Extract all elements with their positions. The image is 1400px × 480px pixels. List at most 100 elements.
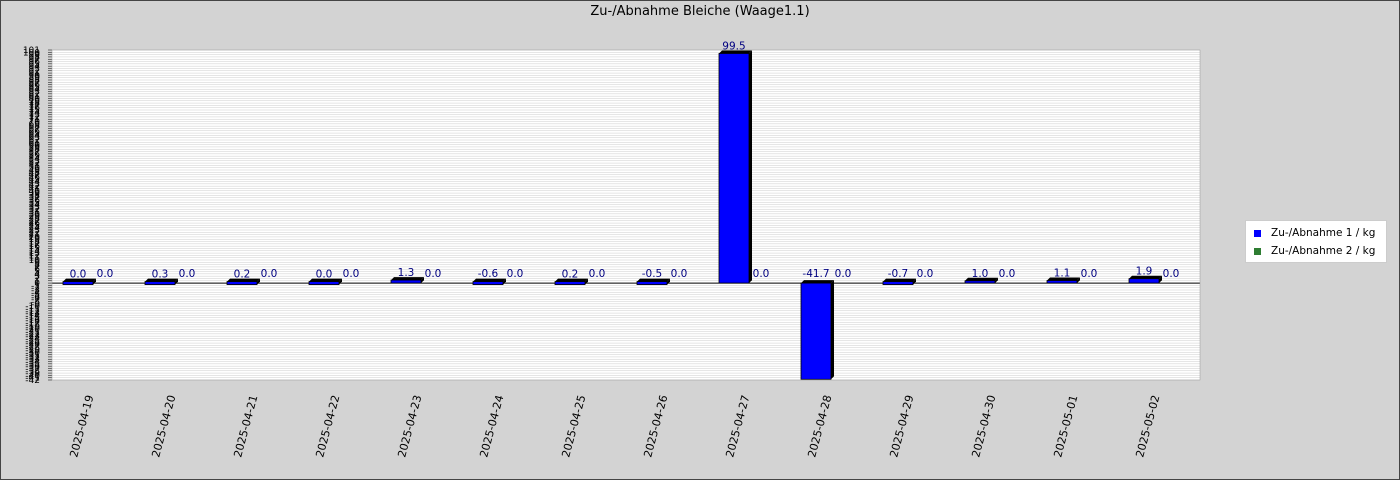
y-tick-label: 13: [29, 249, 40, 259]
y-tick-label: 33: [29, 203, 40, 213]
bar-value-label-series-2: 0.0: [589, 268, 606, 280]
x-tick-label: 2025-04-23: [395, 394, 424, 459]
y-tick-label: 58: [29, 145, 41, 155]
y-tick-label: 78: [29, 99, 41, 109]
x-tick-label: 2025-04-27: [723, 394, 752, 459]
y-tick-label: 24: [29, 224, 41, 234]
bar-value-label-series-2: 0.0: [425, 268, 442, 280]
y-tick-label: 81: [29, 92, 40, 102]
bar-top: [391, 277, 424, 281]
bar-value-label: -0.6: [478, 268, 499, 280]
bar-top: [1047, 277, 1080, 281]
plot-border: [51, 49, 1201, 381]
y-tick-label: -5: [31, 291, 40, 301]
bar-value-label-series-2: 0.0: [1163, 268, 1180, 280]
bar-value-label: -41.7: [802, 268, 829, 280]
y-tick-label: 10: [29, 256, 41, 266]
bar-top: [883, 278, 916, 282]
y-tick-label: 31: [29, 208, 40, 218]
bar-value-label: 0.0: [316, 269, 333, 281]
bar-side: [1159, 275, 1162, 284]
y-tick-label: -13: [25, 309, 40, 319]
bar-value-label: 0.3: [152, 269, 169, 281]
y-tick-label: -29: [25, 346, 40, 356]
y-tick-label: 40: [29, 187, 41, 197]
y-tick-label: -31: [25, 351, 40, 361]
y-tick-label: 32: [29, 205, 40, 215]
y-tick-label: -7: [31, 295, 40, 305]
bar-side: [175, 278, 178, 285]
y-tick-label: 61: [29, 138, 40, 148]
y-tick-label: -4: [31, 288, 40, 298]
y-tick-label: 19: [29, 235, 41, 245]
bar: [554, 281, 586, 285]
y-tick-label: 39: [29, 189, 41, 199]
bar-top: [801, 280, 834, 284]
legend: Zu-/Abnahme 1 / kg Zu-/Abnahme 2 / kg: [1245, 220, 1387, 263]
y-tick-label: 52: [29, 159, 40, 169]
y-tick-label: 57: [29, 148, 40, 158]
y-tick-label: -37: [25, 364, 40, 374]
y-tick-label: 84: [29, 85, 41, 95]
y-tick-label: 71: [29, 115, 40, 125]
y-tick-label: -6: [31, 293, 40, 303]
bar-value-label-series-2: 0.0: [917, 268, 934, 280]
y-tick-label: 17: [29, 240, 40, 250]
bar: [62, 281, 94, 285]
y-tick-label: 97: [29, 55, 40, 65]
bar: [144, 281, 176, 285]
legend-swatch-series-2: [1254, 247, 1261, 255]
y-tick-label: -42: [25, 376, 40, 386]
y-tick-label: -3: [31, 286, 40, 296]
y-tick-label: 76: [29, 104, 41, 114]
bar-top: [63, 278, 96, 282]
y-tick-label: -12: [25, 307, 40, 317]
y-tick-label: -23: [25, 332, 40, 342]
bar-value-label-series-2: 0.0: [671, 268, 688, 280]
bar-top: [555, 278, 588, 282]
y-tick-label: 11: [29, 254, 40, 264]
legend-label-series-2: Zu-/Abnahme 2 / kg: [1271, 245, 1376, 257]
y-tick-label: 0: [34, 279, 40, 289]
y-tick-label: 34: [29, 201, 41, 211]
y-tick-label: -15: [25, 314, 40, 324]
y-tick-label: 30: [29, 210, 41, 220]
bar-value-label-series-2: 0.0: [507, 268, 524, 280]
y-tick-label: 37: [29, 194, 40, 204]
x-tick-label: 2025-05-01: [1051, 394, 1080, 459]
y-tick-label: 101: [23, 46, 40, 56]
y-tick-label: -2: [31, 284, 40, 294]
bar-value-label-series-2: 0.0: [343, 268, 360, 280]
y-tick-label: 35: [29, 198, 40, 208]
y-tick-label: 74: [29, 108, 41, 118]
y-tick-label: -40: [25, 371, 40, 381]
y-tick-label: 51: [29, 161, 40, 171]
y-tick-label: 48: [29, 168, 41, 178]
bar-value-label-series-2: 0.0: [835, 268, 852, 280]
bar-side: [503, 278, 506, 285]
y-tick-label: 20: [29, 233, 41, 243]
y-tick-label: 64: [29, 131, 41, 141]
bar-side: [1077, 277, 1080, 284]
bar-top: [473, 278, 506, 282]
bar-side: [995, 277, 998, 284]
bar: [636, 281, 668, 285]
x-tick-label: 2025-04-26: [641, 394, 670, 459]
bar-side: [93, 278, 96, 285]
y-tick-label: -36: [25, 362, 40, 372]
bar: [800, 282, 832, 380]
bar-side: [667, 278, 670, 285]
x-tick-label: 2025-05-02: [1133, 394, 1162, 459]
y-tick-label: 18: [29, 238, 41, 248]
y-tick-label: 28: [29, 214, 41, 224]
y-tick-label: -39: [25, 369, 40, 379]
y-tick-label: 65: [29, 129, 40, 139]
bar-value-label-series-2: 0.0: [999, 268, 1016, 280]
y-tick-label: 29: [29, 212, 41, 222]
bar: [1046, 280, 1078, 284]
y-tick-label: 72: [29, 113, 40, 123]
bar-top: [227, 278, 260, 282]
y-tick-label: 68: [29, 122, 41, 132]
y-tick-label: 16: [29, 242, 41, 252]
y-tick-label: 92: [29, 67, 40, 77]
